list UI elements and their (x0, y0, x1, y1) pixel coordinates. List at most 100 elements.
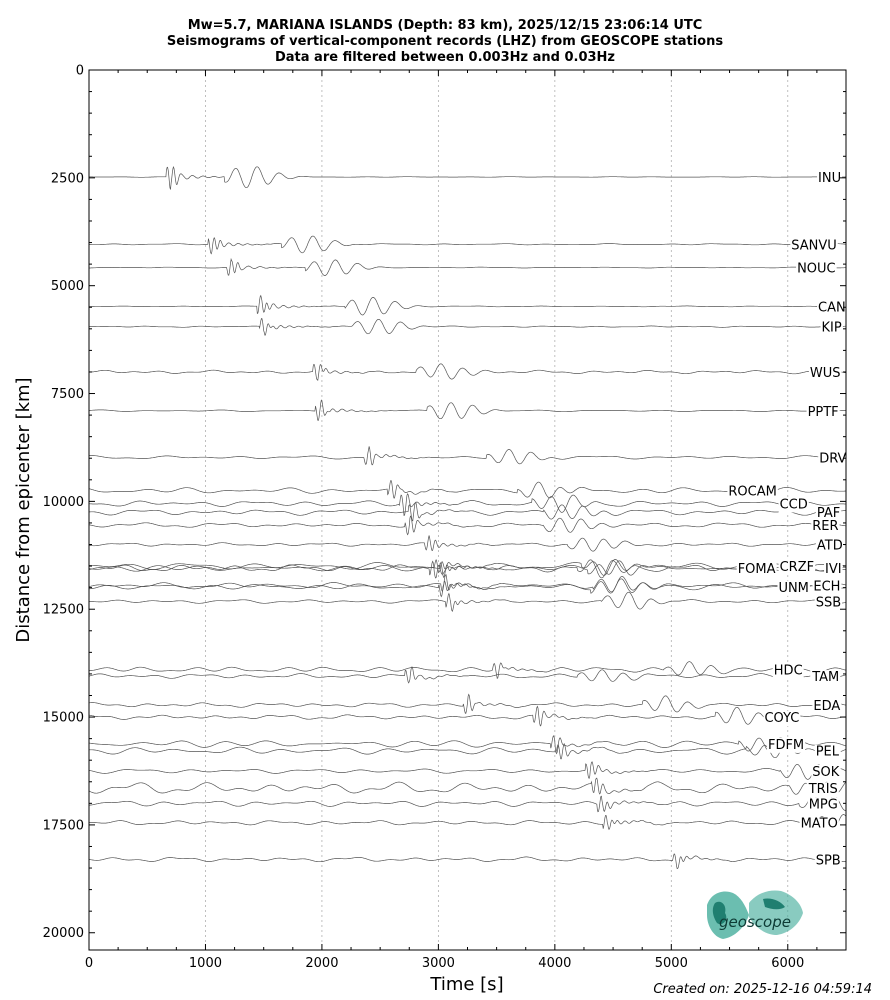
y-tick-label-0: 0 (76, 64, 84, 79)
station-label-kip: KIP (822, 321, 842, 336)
trace-ssb (89, 591, 847, 612)
logo-text: geoscope (719, 913, 791, 931)
x-tick-label-3000: 3000 (422, 956, 455, 971)
trace-paf (89, 501, 847, 522)
station-label-ccd: CCD (780, 498, 808, 513)
station-label-sanvu: SANVU (791, 238, 837, 253)
station-label-bg (807, 797, 839, 813)
station-label-mato: MATO (801, 817, 838, 832)
trace-ech (88, 573, 847, 593)
station-label-bg (778, 560, 816, 576)
trace-atd (88, 535, 846, 552)
station-label-bg (806, 782, 839, 798)
station-label-bg (814, 744, 841, 760)
station-label-bg (727, 484, 778, 500)
trace-drv (88, 446, 846, 466)
trace-sanvu (88, 235, 846, 255)
station-label-bg (806, 404, 840, 420)
trace-tam (88, 666, 847, 684)
trace-inu (89, 165, 846, 190)
station-label-crzf: CRZF (780, 560, 815, 575)
station-label-sok: SOK (812, 765, 839, 780)
station-label-can: CAN (818, 300, 846, 315)
station-label-bg (814, 853, 842, 869)
station-label-bg (796, 261, 837, 277)
trace-rer (88, 515, 847, 536)
y-tick-label-17500: 17500 (43, 818, 84, 833)
traces (88, 165, 847, 869)
x-tick-label-4000: 4000 (538, 956, 571, 971)
station-label-drv: DRV (819, 451, 846, 466)
trace-eda (88, 693, 847, 714)
station-label-bg (812, 579, 842, 595)
trace-rocam (88, 480, 846, 500)
station-label-bg (811, 519, 840, 535)
station-label-ivi: IVI (825, 562, 842, 577)
station-label-bg (810, 670, 841, 686)
station-label-bg (817, 170, 843, 186)
chart-title: Mw=5.7, MARIANA ISLANDS (Depth: 83 km), … (0, 18, 890, 66)
trace-mato (88, 814, 847, 832)
y-tick-label-12500: 12500 (43, 603, 84, 618)
station-label-bg (812, 698, 842, 714)
station-label-pptf: PPTF (808, 405, 839, 420)
station-label-atd: ATD (817, 539, 843, 554)
station-label-unm: UNM (778, 581, 808, 596)
y-tick-label-7500: 7500 (51, 387, 84, 402)
trace-mpg (89, 794, 846, 813)
station-label-bg (818, 451, 848, 467)
trace-pptf (88, 399, 846, 421)
station-label-bg (811, 764, 841, 780)
station-label-rocam: ROCAM (728, 485, 776, 500)
trace-kip (89, 318, 846, 336)
title-line-3: Data are filtered between 0.003Hz and 0.… (274, 50, 616, 65)
plot-frame (88, 69, 847, 951)
station-label-bg (799, 816, 839, 832)
station-label-nouc: NOUC (797, 262, 836, 277)
trace-nouc (89, 257, 847, 276)
trace-ivi (88, 560, 847, 578)
station-labels: INU SANVU NOUC CAN KIP WUS PPTF DRV ROCAM CCD PAFR… (727, 170, 848, 869)
station-label-paf: PAF (817, 506, 840, 521)
trace-crzf (89, 558, 846, 576)
station-label-bg (815, 538, 844, 554)
logo-globe-right (749, 890, 803, 935)
created-timestamp: Created on: 2025-12-16 04:59:14 (653, 982, 872, 997)
trace-pel (89, 743, 847, 760)
station-label-pel: PEL (816, 745, 840, 760)
station-label-ech: ECH (813, 579, 840, 594)
station-label-bg (790, 238, 838, 254)
x-tick-label-0: 0 (85, 956, 93, 971)
trace-wus (89, 363, 847, 382)
y-tick-label-5000: 5000 (51, 279, 84, 294)
x-tick-label-5000: 5000 (655, 956, 688, 971)
logo-land (712, 898, 785, 925)
station-label-hdc: HDC (774, 664, 803, 679)
trace-sok (88, 761, 847, 780)
title-line-1: Mw=5.7, MARIANA ISLANDS (Depth: 83 km), … (187, 18, 703, 33)
station-label-tris: TRIS (808, 782, 838, 797)
y-tick-label-10000: 10000 (43, 495, 84, 510)
station-label-tam: TAM (811, 670, 839, 685)
axes: 0 1000 2000 3000 4000 5000 6000 0 2500 5000 7500 10… (43, 64, 847, 971)
title-line-2: Seismograms of vertical-component record… (166, 34, 724, 49)
station-label-bg (820, 320, 843, 336)
trace-spb (88, 853, 847, 869)
station-label-bg (778, 497, 809, 513)
station-label-bg (808, 365, 842, 381)
station-label-inu: INU (818, 171, 841, 186)
station-label-bg (777, 580, 810, 596)
station-label-bg (817, 300, 847, 316)
trace-hdc (89, 661, 847, 680)
station-label-bg (815, 506, 842, 522)
station-label-bg (824, 562, 843, 578)
station-label-eda: EDA (813, 699, 840, 714)
station-label-foma: FOMA (738, 562, 776, 577)
station-label-bg (814, 595, 843, 611)
trace-coyc (88, 705, 846, 727)
trace-fdfm (88, 735, 847, 755)
trace-tris (88, 777, 847, 798)
station-label-mpg: MPG (809, 797, 838, 812)
station-label-wus: WUS (810, 366, 841, 381)
